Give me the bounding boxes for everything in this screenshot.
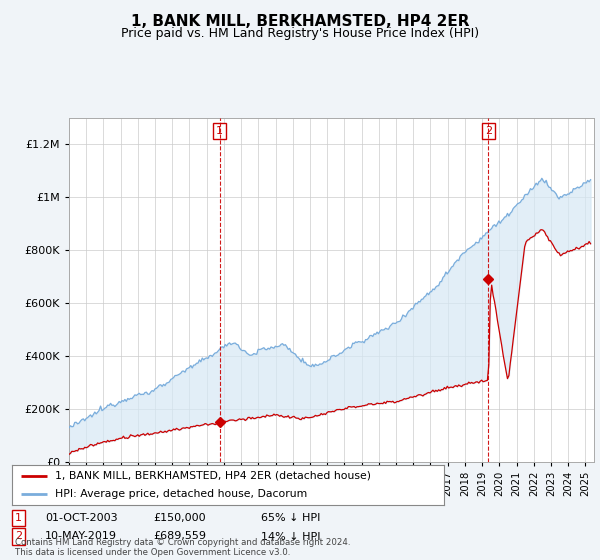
- Text: £689,559: £689,559: [153, 531, 206, 542]
- Text: Contains HM Land Registry data © Crown copyright and database right 2024.
This d: Contains HM Land Registry data © Crown c…: [15, 538, 350, 557]
- Text: 01-OCT-2003: 01-OCT-2003: [45, 513, 118, 523]
- Text: 1, BANK MILL, BERKHAMSTED, HP4 2ER: 1, BANK MILL, BERKHAMSTED, HP4 2ER: [131, 14, 469, 29]
- Text: 1: 1: [216, 126, 223, 136]
- Text: 10-MAY-2019: 10-MAY-2019: [45, 531, 117, 542]
- Text: 1: 1: [15, 513, 22, 523]
- Text: HPI: Average price, detached house, Dacorum: HPI: Average price, detached house, Daco…: [55, 489, 307, 499]
- Text: 2: 2: [485, 126, 492, 136]
- Text: £150,000: £150,000: [153, 513, 206, 523]
- Text: Price paid vs. HM Land Registry's House Price Index (HPI): Price paid vs. HM Land Registry's House …: [121, 27, 479, 40]
- Text: 2: 2: [15, 531, 22, 542]
- Text: 14% ↓ HPI: 14% ↓ HPI: [261, 531, 320, 542]
- Text: 1, BANK MILL, BERKHAMSTED, HP4 2ER (detached house): 1, BANK MILL, BERKHAMSTED, HP4 2ER (deta…: [55, 471, 371, 480]
- Text: 65% ↓ HPI: 65% ↓ HPI: [261, 513, 320, 523]
